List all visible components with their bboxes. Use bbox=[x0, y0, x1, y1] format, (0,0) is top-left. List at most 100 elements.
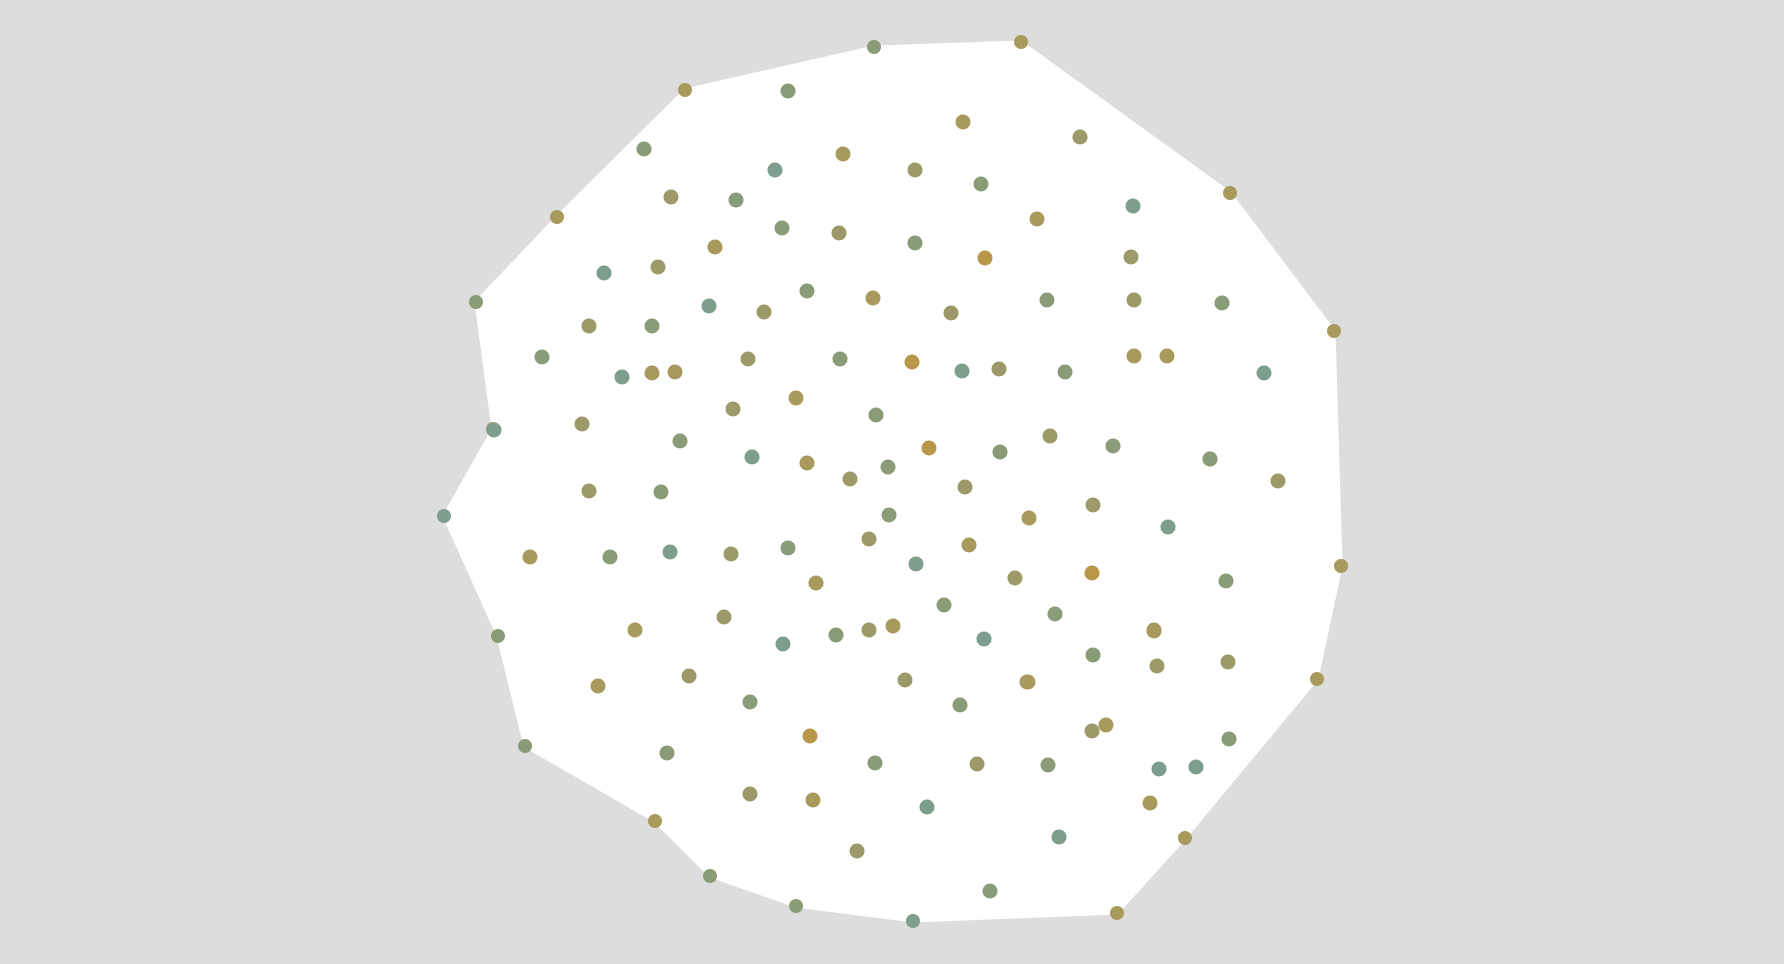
graph-node[interactable] bbox=[1334, 559, 1348, 573]
graph-node[interactable] bbox=[907, 235, 923, 251]
graph-node[interactable] bbox=[550, 210, 564, 224]
graph-node[interactable] bbox=[904, 354, 920, 370]
graph-node[interactable] bbox=[1188, 759, 1204, 775]
graph-node[interactable] bbox=[728, 192, 744, 208]
graph-node[interactable] bbox=[976, 631, 992, 647]
graph-node[interactable] bbox=[861, 622, 877, 638]
graph-node[interactable] bbox=[919, 799, 935, 815]
graph-node[interactable] bbox=[1039, 292, 1055, 308]
graph-node[interactable] bbox=[723, 546, 739, 562]
graph-node[interactable] bbox=[774, 220, 790, 236]
graph-node[interactable] bbox=[756, 304, 772, 320]
graph-node[interactable] bbox=[1105, 438, 1121, 454]
graph-node[interactable] bbox=[659, 745, 675, 761]
graph-node[interactable] bbox=[644, 365, 660, 381]
graph-node[interactable] bbox=[1126, 292, 1142, 308]
graph-node[interactable] bbox=[1151, 761, 1167, 777]
graph-node[interactable] bbox=[831, 225, 847, 241]
graph-node[interactable] bbox=[767, 162, 783, 178]
graph-node[interactable] bbox=[881, 507, 897, 523]
graph-node[interactable] bbox=[808, 575, 824, 591]
graph-node[interactable] bbox=[1159, 348, 1175, 364]
graph-node[interactable] bbox=[681, 668, 697, 684]
graph-node[interactable] bbox=[1149, 658, 1165, 674]
graph-node[interactable] bbox=[961, 537, 977, 553]
graph-node[interactable] bbox=[596, 265, 612, 281]
graph-node[interactable] bbox=[627, 622, 643, 638]
graph-node[interactable] bbox=[805, 792, 821, 808]
graph-node[interactable] bbox=[1029, 211, 1045, 227]
graph-node[interactable] bbox=[469, 295, 483, 309]
graph-node[interactable] bbox=[828, 627, 844, 643]
graph-node[interactable] bbox=[802, 728, 818, 744]
graph-node[interactable] bbox=[835, 146, 851, 162]
graph-node[interactable] bbox=[991, 361, 1007, 377]
graph-node[interactable] bbox=[663, 189, 679, 205]
graph-node[interactable] bbox=[437, 509, 451, 523]
graph-node[interactable] bbox=[636, 141, 652, 157]
graph-node[interactable] bbox=[1084, 723, 1100, 739]
graph-node[interactable] bbox=[1218, 573, 1234, 589]
graph-node[interactable] bbox=[861, 531, 877, 547]
graph-node[interactable] bbox=[908, 556, 924, 572]
graph-node[interactable] bbox=[906, 914, 920, 928]
graph-node[interactable] bbox=[614, 369, 630, 385]
graph-node[interactable] bbox=[1310, 672, 1324, 686]
graph-node[interactable] bbox=[1047, 606, 1063, 622]
graph-node[interactable] bbox=[742, 786, 758, 802]
graph-node[interactable] bbox=[1007, 570, 1023, 586]
graph-node[interactable] bbox=[969, 756, 985, 772]
graph-node[interactable] bbox=[1223, 186, 1237, 200]
graph-node[interactable] bbox=[954, 363, 970, 379]
graph-node[interactable] bbox=[880, 459, 896, 475]
graph-node[interactable] bbox=[1220, 654, 1236, 670]
graph-node[interactable] bbox=[955, 114, 971, 130]
graph-node[interactable] bbox=[799, 283, 815, 299]
graph-node[interactable] bbox=[1221, 731, 1237, 747]
graph-node[interactable] bbox=[1160, 519, 1176, 535]
graph-node[interactable] bbox=[1057, 364, 1073, 380]
graph-node[interactable] bbox=[897, 672, 913, 688]
graph-node[interactable] bbox=[788, 390, 804, 406]
graph-node[interactable] bbox=[1040, 757, 1056, 773]
graph-node[interactable] bbox=[644, 318, 660, 334]
graph-node[interactable] bbox=[581, 483, 597, 499]
graph-node[interactable] bbox=[1084, 565, 1100, 581]
graph-node[interactable] bbox=[865, 290, 881, 306]
graph-node[interactable] bbox=[789, 899, 803, 913]
graph-node[interactable] bbox=[868, 407, 884, 423]
graph-node[interactable] bbox=[1014, 35, 1028, 49]
graph-node[interactable] bbox=[744, 449, 760, 465]
graph-node[interactable] bbox=[832, 351, 848, 367]
graph-node[interactable] bbox=[742, 694, 758, 710]
graph-node[interactable] bbox=[707, 239, 723, 255]
graph-node[interactable] bbox=[1142, 795, 1158, 811]
graph-node[interactable] bbox=[973, 176, 989, 192]
graph-node[interactable] bbox=[574, 416, 590, 432]
graph-node[interactable] bbox=[1072, 129, 1088, 145]
graph-node[interactable] bbox=[849, 843, 865, 859]
graph-node[interactable] bbox=[799, 455, 815, 471]
graph-node[interactable] bbox=[716, 609, 732, 625]
graph-node[interactable] bbox=[1327, 324, 1341, 338]
graph-node[interactable] bbox=[653, 484, 669, 500]
graph-node[interactable] bbox=[672, 433, 688, 449]
graph-node[interactable] bbox=[1020, 674, 1036, 690]
graph-node[interactable] bbox=[602, 549, 618, 565]
graph-node[interactable] bbox=[662, 544, 678, 560]
graph-node[interactable] bbox=[1051, 829, 1067, 845]
graph-node[interactable] bbox=[740, 351, 756, 367]
graph-node[interactable] bbox=[1110, 906, 1124, 920]
graph-node[interactable] bbox=[518, 739, 532, 753]
graph-node[interactable] bbox=[678, 83, 692, 97]
graph-node[interactable] bbox=[1146, 623, 1162, 639]
graph-node[interactable] bbox=[1085, 497, 1101, 513]
graph-node[interactable] bbox=[590, 678, 606, 694]
graph-node[interactable] bbox=[977, 250, 993, 266]
graph-node[interactable] bbox=[486, 422, 502, 438]
graph-node[interactable] bbox=[921, 440, 937, 456]
graph-node[interactable] bbox=[522, 549, 538, 565]
graph-node[interactable] bbox=[867, 40, 881, 54]
graph-node[interactable] bbox=[943, 305, 959, 321]
graph-node[interactable] bbox=[1256, 365, 1272, 381]
